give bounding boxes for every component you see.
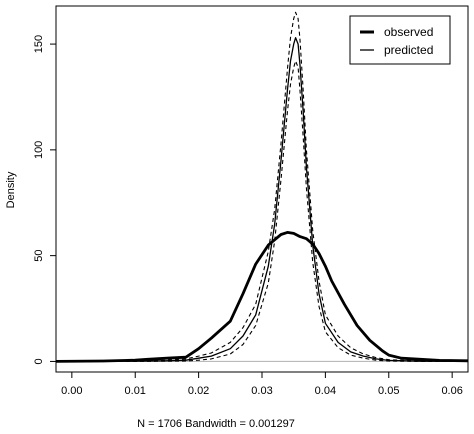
series-layer bbox=[55, 11, 469, 363]
legend-label-predicted: predicted bbox=[384, 43, 433, 57]
observed-density-line bbox=[55, 230, 469, 363]
x-tick-label: 0.05 bbox=[378, 385, 399, 397]
x-tick-label: 0.06 bbox=[441, 385, 462, 397]
x-tick-label: 0.01 bbox=[125, 385, 146, 397]
legend-label-observed: observed bbox=[384, 25, 433, 39]
x-axis: 0.00 0.01 0.02 0.03 0.04 0.05 0.06 bbox=[61, 372, 463, 397]
legend: observed predicted bbox=[349, 15, 451, 65]
y-tick-label: 150 bbox=[33, 35, 45, 53]
y-axis-title: Density bbox=[5, 171, 17, 208]
x-tick-label: 0.02 bbox=[188, 385, 209, 397]
x-tick-label: 0.00 bbox=[61, 385, 82, 397]
legend-box bbox=[349, 15, 451, 65]
predicted-lower-bound-line bbox=[56, 60, 468, 362]
x-axis-title: N = 1706 Bandwidth = 0.001297 bbox=[137, 418, 295, 430]
y-axis: 0 50 100 150 bbox=[33, 35, 56, 364]
predicted-density-line bbox=[55, 37, 469, 363]
y-tick-label: 50 bbox=[33, 250, 45, 262]
x-tick-label: 0.03 bbox=[251, 385, 272, 397]
y-tick-label: 0 bbox=[33, 358, 45, 364]
x-tick-label: 0.04 bbox=[315, 385, 336, 397]
y-tick-label: 100 bbox=[33, 141, 45, 159]
predicted-upper-bound-line bbox=[55, 11, 469, 362]
